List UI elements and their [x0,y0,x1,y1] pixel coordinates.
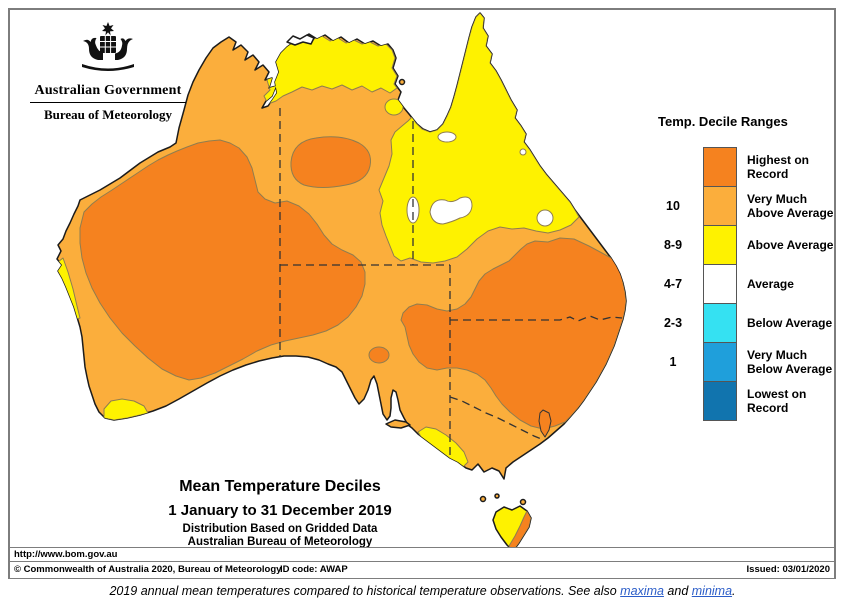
map-title-line1: Mean Temperature Deciles [179,478,381,495]
legend-swatch-highest [703,147,737,187]
legend-label: Average [747,276,794,291]
legend-label: Very Much Above Average [747,191,834,220]
map-title-line4: Australian Bureau of Meteorology [187,536,373,548]
map-title-line2: 1 January to 31 December 2019 [168,502,392,519]
legend-item-1: 1 Very Much Below Average [648,342,845,382]
legend-item-4-7: 4-7 Average [648,264,845,304]
issued-date: Issued: 03/01/2020 [746,564,830,575]
legend-decile: 4-7 [663,277,683,291]
government-title: Australian Government [34,83,182,98]
minima-link[interactable]: minima [691,584,733,598]
regions-highest-on-record [79,136,626,551]
caption: 2019 annual mean temperatures compared t… [0,584,845,598]
bureau-title: Bureau of Meteorology [43,107,173,122]
legend-item-lowest: Lowest on Record [648,381,845,421]
legend-decile: 2-3 [663,316,683,330]
legend-swatch-lowest [703,381,737,421]
state-borders [279,108,623,458]
legend-decile [650,381,696,421]
url-strip: http://www.bom.gov.au [10,547,834,561]
legend-decile: 1 [669,355,677,369]
legend-item-8-9: 8-9 Above Average [648,225,845,265]
copyright-text: © Commonwealth of Australia 2020, Bureau… [14,564,282,575]
caption-text: 2019 annual mean temperatures compared t… [109,584,621,598]
legend-label: Highest on Record [747,152,809,181]
legend-swatch-4-7 [703,264,737,304]
copyright-bar: © Commonwealth of Australia 2020, Bureau… [10,561,834,578]
legend-item-highest: Highest on Record [648,147,845,187]
id-code: ID code: AWAP [280,564,348,575]
legend-swatch-1 [703,342,737,382]
legend-swatch-10 [703,186,737,226]
legend-item-2-3: 2-3 Below Average [648,303,845,343]
legend-swatch-2-3 [703,303,737,343]
bom-url: http://www.bom.gov.au [14,549,118,560]
government-header: Australian Government Bureau of Meteorol… [24,20,192,123]
legend-label: Very Much Below Average [747,347,833,376]
legend-swatch-8-9 [703,225,737,265]
header-divider [30,102,186,103]
legend-label: Below Average [747,315,833,330]
legend-decile [650,147,696,187]
legend-decile: 10 [666,199,680,213]
caption-text: and [663,584,692,598]
map-title-block: Mean Temperature Deciles 1 January to 31… [80,478,480,548]
melville-island [286,34,315,46]
legend-decile: 8-9 [663,238,683,252]
caption-text: . [732,584,736,598]
maxima-link[interactable]: maxima [620,584,664,598]
legend-label: Lowest on Record [747,386,807,415]
legend-title: Temp. Decile Ranges [658,114,788,129]
australia-map [56,12,627,552]
regions-average [406,131,554,227]
map-title-line3: Distribution Based on Gridded Data [182,523,378,535]
legend-item-10: 10 Very Much Above Average [648,186,845,226]
map-frame: Australian Government Bureau of Meteorol… [8,8,836,579]
legend-label: Above Average [747,237,834,252]
coat-of-arms-icon [82,22,134,71]
regions-above-average [57,13,580,469]
